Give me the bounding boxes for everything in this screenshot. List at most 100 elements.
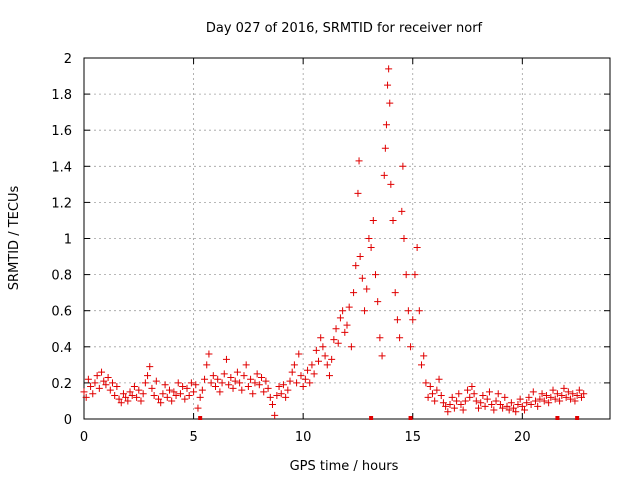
data-point: [317, 334, 325, 342]
data-point: [212, 383, 219, 391]
data-point: [130, 383, 138, 391]
data-point: [192, 381, 200, 389]
data-point: [108, 379, 116, 387]
chart-title: Day 027 of 2016, SRMTID for receiver nor…: [206, 21, 483, 36]
data-point: [363, 285, 371, 293]
data-point: [104, 373, 112, 381]
data-point: [461, 397, 469, 405]
data-point: [470, 390, 478, 398]
data-point: [117, 399, 125, 407]
data-point: [174, 379, 182, 387]
data-point: [161, 381, 169, 389]
data-point: [350, 289, 358, 297]
data-point: [198, 386, 206, 394]
data-point: [282, 393, 290, 401]
data-point: [258, 373, 266, 381]
data-point: [492, 397, 500, 405]
y-tick-label: 0.4: [51, 341, 72, 356]
data-point: [165, 386, 173, 394]
data-point: [464, 386, 472, 394]
data-point: [399, 162, 407, 170]
data-point: [141, 379, 149, 387]
data-point: [518, 402, 526, 410]
data-point: [488, 401, 496, 409]
data-point: [400, 235, 408, 242]
data-point: [113, 383, 121, 391]
data-point: [102, 381, 110, 389]
plot-frame: [83, 57, 611, 420]
data-point: [98, 368, 106, 376]
y-tick-label: 1.6: [51, 124, 72, 139]
data-point: [207, 379, 215, 387]
data-point: [547, 393, 555, 401]
data-point: [378, 352, 386, 360]
data-point: [514, 401, 522, 409]
data-point: [536, 395, 544, 403]
data-point: [203, 361, 211, 369]
data-point: [549, 386, 557, 394]
gap-marker: [408, 416, 413, 420]
data-gap-markers: [198, 416, 580, 420]
x-tick-label: 15: [404, 430, 421, 445]
data-point: [384, 81, 392, 89]
data-point: [409, 316, 417, 324]
data-point: [446, 401, 454, 409]
data-point: [367, 244, 375, 252]
data-point: [80, 388, 88, 396]
data-point: [126, 388, 134, 396]
data-point: [385, 65, 393, 73]
data-point: [279, 381, 287, 389]
data-point: [128, 392, 136, 400]
data-point: [422, 379, 430, 387]
data-point: [157, 399, 165, 407]
data-point: [564, 388, 572, 396]
y-tick-label: 1.2: [51, 196, 72, 211]
data-point: [551, 395, 559, 403]
data-point: [580, 390, 588, 398]
data-point: [288, 368, 296, 376]
data-point: [150, 392, 158, 400]
data-point: [238, 386, 246, 394]
data-point: [358, 274, 366, 282]
data-point: [415, 307, 423, 315]
data-point: [152, 377, 160, 385]
data-point: [284, 386, 292, 394]
data-point: [365, 235, 373, 242]
data-point: [159, 390, 167, 398]
data-point: [95, 384, 103, 392]
data-point: [84, 375, 92, 383]
data-point: [87, 383, 95, 391]
data-point: [396, 334, 404, 342]
y-tick-label: 0.2: [51, 377, 72, 392]
data-point: [494, 390, 502, 398]
data-point: [529, 388, 537, 396]
data-point: [538, 390, 546, 398]
gap-marker: [198, 416, 203, 420]
gap-marker: [575, 416, 580, 420]
data-point: [381, 144, 389, 152]
data-point: [523, 399, 531, 407]
data-point: [304, 366, 312, 374]
data-point: [299, 383, 307, 391]
data-point: [336, 314, 344, 322]
y-tick-label: 0.8: [51, 269, 72, 284]
data-point: [472, 397, 480, 405]
data-point: [277, 390, 285, 398]
data-point: [386, 99, 394, 107]
data-point: [361, 307, 369, 315]
data-point: [236, 379, 244, 387]
data-point: [106, 386, 114, 394]
data-point: [89, 390, 97, 398]
data-point: [194, 404, 202, 412]
data-point: [347, 343, 355, 351]
data-point: [527, 401, 535, 409]
data-point: [453, 397, 461, 405]
axes: 00.20.40.60.811.21.41.61.820 5 10 15 20: [51, 52, 610, 445]
data-point: [503, 402, 511, 410]
data-point: [290, 361, 298, 369]
data-point: [355, 157, 363, 165]
data-point: [431, 397, 439, 405]
data-point: [507, 399, 515, 407]
data-point: [450, 404, 458, 412]
data-point: [479, 392, 487, 400]
